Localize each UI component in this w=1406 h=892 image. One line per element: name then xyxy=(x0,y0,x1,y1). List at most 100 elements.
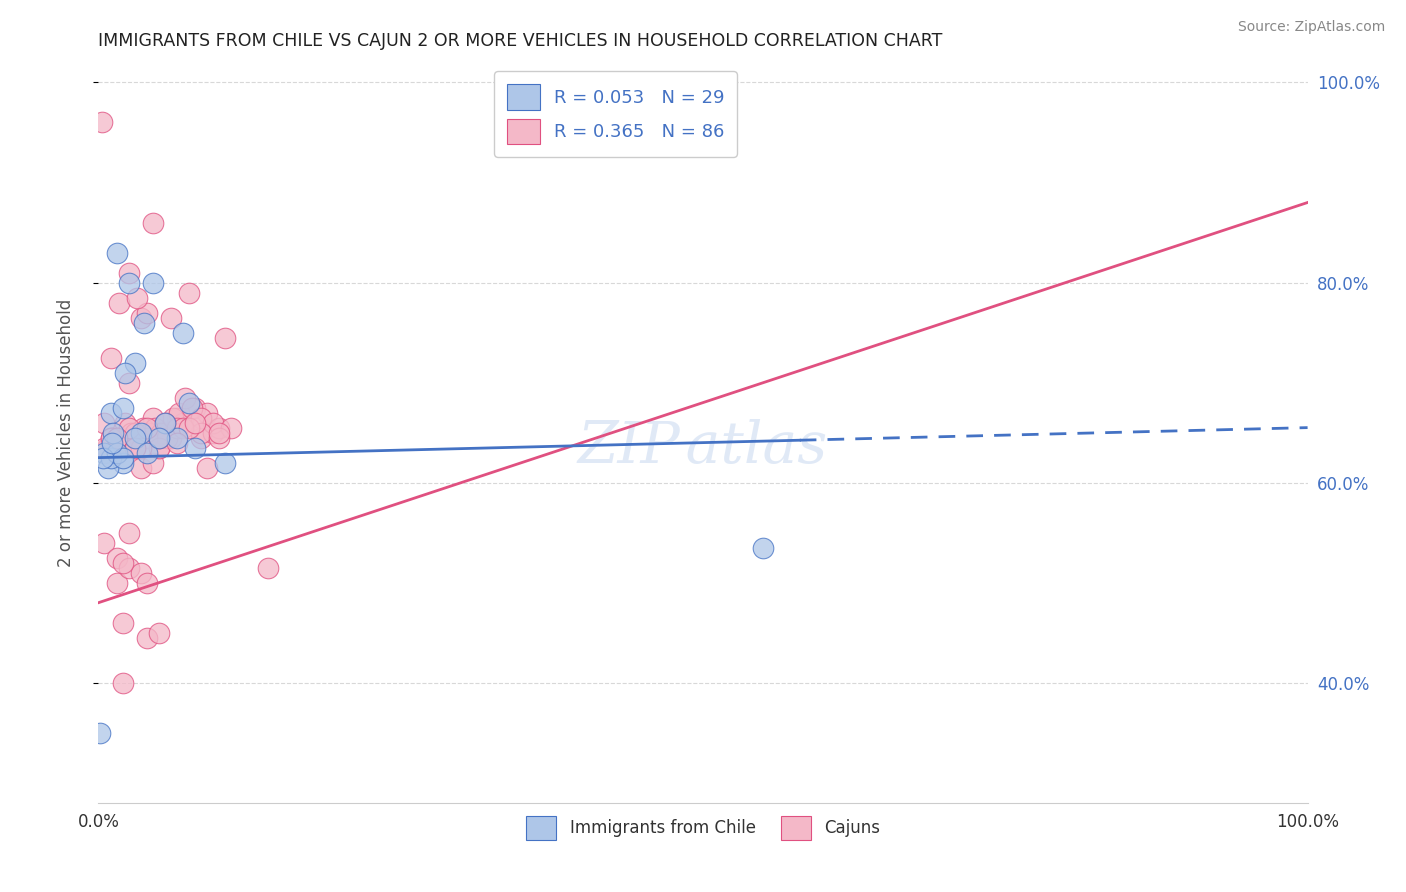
Point xyxy=(118,266,141,280)
Point xyxy=(134,316,156,330)
Point xyxy=(184,441,207,455)
Point xyxy=(129,425,152,440)
Point xyxy=(190,425,212,440)
Point xyxy=(124,431,146,445)
Point xyxy=(166,420,188,434)
Point xyxy=(93,445,115,459)
Point xyxy=(143,420,166,434)
Point xyxy=(179,395,201,409)
Point xyxy=(111,556,134,570)
Point xyxy=(111,675,134,690)
Point xyxy=(172,416,194,430)
Point xyxy=(105,575,128,590)
Point xyxy=(208,431,231,445)
Point xyxy=(169,406,191,420)
Point xyxy=(100,435,122,450)
Point xyxy=(111,456,134,470)
Point xyxy=(162,410,184,425)
Point xyxy=(105,431,128,445)
Point xyxy=(91,115,114,129)
Point xyxy=(124,431,146,445)
Point xyxy=(148,441,170,455)
Point xyxy=(114,416,136,430)
Point xyxy=(89,725,111,739)
Point xyxy=(100,431,122,445)
Point xyxy=(195,460,218,475)
Point xyxy=(160,431,183,445)
Point xyxy=(124,355,146,369)
Point xyxy=(100,450,122,465)
Point xyxy=(190,431,212,445)
Text: ZIP atlas: ZIP atlas xyxy=(578,419,828,475)
Point xyxy=(118,560,141,574)
Point xyxy=(208,425,231,440)
Point xyxy=(101,425,124,440)
Point xyxy=(135,305,157,319)
Point xyxy=(214,456,236,470)
Point xyxy=(195,406,218,420)
Point xyxy=(166,431,188,445)
Point xyxy=(135,631,157,645)
Text: Source: ZipAtlas.com: Source: ZipAtlas.com xyxy=(1237,20,1385,34)
Point xyxy=(202,425,225,440)
Point xyxy=(214,330,236,344)
Point xyxy=(142,456,165,470)
Point xyxy=(111,401,134,415)
Point xyxy=(118,525,141,540)
Point xyxy=(153,416,176,430)
Point xyxy=(127,291,149,305)
Point xyxy=(114,366,136,380)
Point xyxy=(124,441,146,455)
Point xyxy=(105,435,128,450)
Point xyxy=(100,406,122,420)
Point xyxy=(202,416,225,430)
Point xyxy=(124,425,146,440)
Text: IMMIGRANTS FROM CHILE VS CAJUN 2 OR MORE VEHICLES IN HOUSEHOLD CORRELATION CHART: IMMIGRANTS FROM CHILE VS CAJUN 2 OR MORE… xyxy=(98,32,943,50)
Point xyxy=(105,245,128,260)
Point xyxy=(129,310,152,325)
Point xyxy=(135,420,157,434)
Point xyxy=(96,441,118,455)
Point xyxy=(105,550,128,565)
Point xyxy=(135,575,157,590)
Point xyxy=(184,416,207,430)
Point xyxy=(118,420,141,434)
Point xyxy=(118,276,141,290)
Point xyxy=(124,425,146,440)
Point xyxy=(101,431,124,445)
Point xyxy=(111,431,134,445)
Point xyxy=(179,285,201,300)
Point xyxy=(124,441,146,455)
Point xyxy=(93,416,115,430)
Point xyxy=(190,410,212,425)
Point xyxy=(100,431,122,445)
Point xyxy=(111,615,134,630)
Legend: Immigrants from Chile, Cajuns: Immigrants from Chile, Cajuns xyxy=(519,809,887,847)
Point xyxy=(138,425,160,440)
Point xyxy=(184,401,207,415)
Point xyxy=(172,326,194,340)
Point xyxy=(160,310,183,325)
Point xyxy=(172,420,194,434)
Point xyxy=(174,391,197,405)
Point xyxy=(105,445,128,459)
Point xyxy=(179,420,201,434)
Point xyxy=(132,420,155,434)
Point xyxy=(120,425,142,440)
Point xyxy=(124,431,146,445)
Point xyxy=(93,535,115,549)
Point xyxy=(118,376,141,390)
Point xyxy=(153,425,176,440)
Point xyxy=(180,401,202,415)
Point xyxy=(108,295,131,310)
Point xyxy=(91,450,114,465)
Point xyxy=(208,420,231,434)
Point xyxy=(129,566,152,580)
Point xyxy=(148,431,170,445)
Point xyxy=(166,435,188,450)
Point xyxy=(221,420,243,434)
Point xyxy=(148,441,170,455)
Point xyxy=(111,450,134,465)
Point xyxy=(97,460,120,475)
Point xyxy=(142,276,165,290)
